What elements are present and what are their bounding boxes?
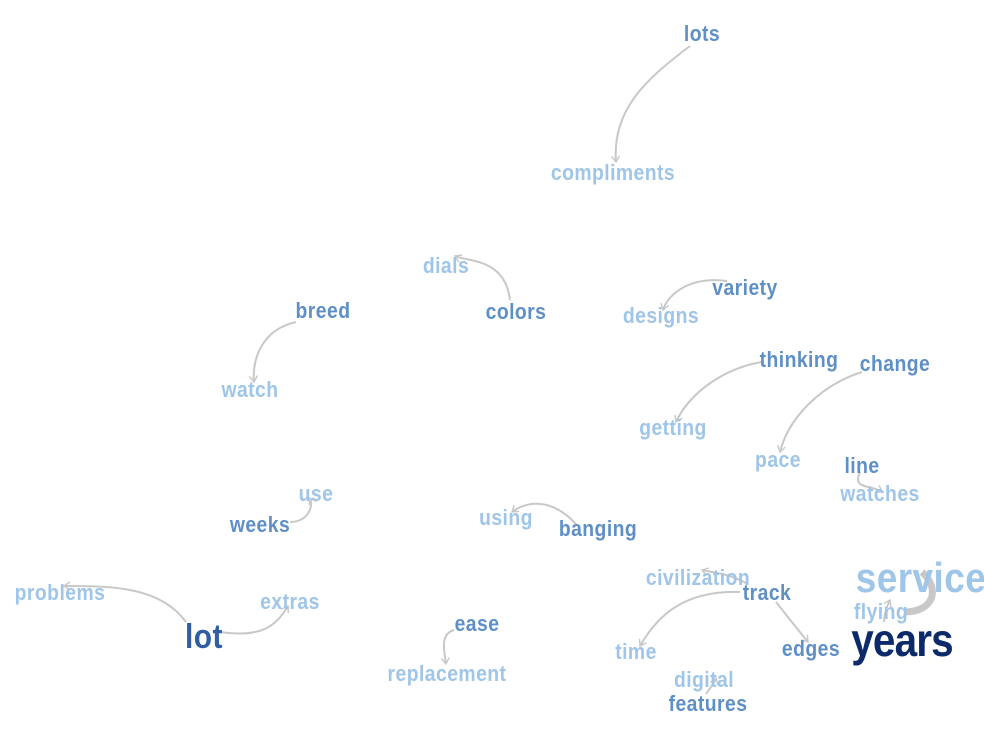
edge-track-time	[638, 590, 741, 648]
word-line: line	[844, 453, 880, 478]
edge-banging-using	[511, 502, 577, 525]
word-flying: flying	[853, 599, 909, 624]
word-time: time	[615, 639, 657, 664]
word-watches: watches	[840, 481, 920, 506]
edge-thinking-getting	[674, 361, 763, 424]
word-thinking: thinking	[759, 347, 839, 372]
word-extras: extras	[260, 589, 320, 614]
edge-ease-replacement	[440, 629, 455, 666]
edge-track-edges	[775, 601, 809, 643]
edge-track-civilization	[700, 567, 749, 585]
word-years: years	[851, 614, 953, 666]
word-colors: colors	[485, 299, 547, 324]
word-banging: banging	[558, 516, 638, 541]
word-variety: variety	[712, 275, 778, 300]
edge-line-watches	[857, 471, 884, 493]
word-edges: edges	[781, 636, 841, 661]
word-compliments: compliments	[550, 160, 676, 185]
word-pace: pace	[755, 447, 801, 472]
word-use: use	[298, 481, 334, 506]
word-weeks: weeks	[229, 512, 291, 537]
word-lots: lots	[683, 21, 721, 46]
edge-years-flying	[883, 598, 892, 623]
word-features: features	[668, 691, 748, 716]
word-problems: problems	[14, 580, 106, 605]
edge-variety-designs	[660, 279, 728, 312]
word-change: change	[859, 351, 931, 376]
word-lot: lot	[185, 618, 223, 656]
word-designs: designs	[622, 303, 700, 328]
edge-lot-extras	[219, 604, 290, 635]
word-digital: digital	[673, 667, 735, 692]
edge-features-digital	[705, 676, 719, 695]
word-getting: getting	[639, 415, 707, 440]
word-dials: dials	[422, 253, 470, 278]
edge-change-pace	[776, 371, 863, 454]
edge-lots-compliments	[611, 45, 691, 164]
word-service: service	[855, 554, 984, 601]
word-breed: breed	[295, 298, 351, 323]
word-ease: ease	[454, 611, 500, 636]
edge-years-service	[903, 569, 936, 616]
edge-breed-watch	[248, 321, 297, 384]
edge-weeks-use	[289, 496, 317, 523]
word-using: using	[479, 505, 533, 530]
word-civilization: civilization	[645, 565, 751, 590]
word-replacement: replacement	[387, 661, 507, 686]
edge-lot-problems	[62, 581, 187, 623]
edge-colors-dials	[453, 254, 511, 301]
word-track: track	[742, 580, 792, 605]
word-watch: watch	[221, 377, 279, 402]
